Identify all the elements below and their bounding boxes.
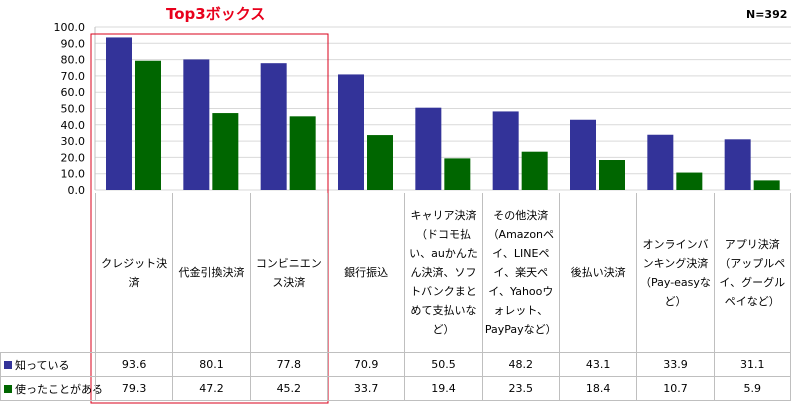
data-label: 80.1 (172, 353, 249, 376)
data-label: 10.7 (636, 377, 713, 400)
bar-aware (724, 139, 751, 190)
y-tick-label: 30.0 (61, 135, 86, 148)
y-tick-label: 80.0 (61, 54, 86, 67)
y-tick-label: 90.0 (61, 37, 86, 50)
data-label: 77.8 (249, 353, 327, 376)
data-label: 47.2 (172, 377, 249, 400)
data-label: 70.9 (326, 353, 404, 376)
legend-swatch-used (4, 384, 12, 393)
legend-label-aware: 知っている (15, 358, 70, 372)
category-row: クレジット決済 代金引換決済 コンビニエンス決済 銀行振込 キャリア決済（ドコモ払い、a… (95, 193, 791, 352)
series-row-aware: 知っている 93.6 80.1 77.8 70.9 50.5 48.2 43.1 33.9 31… (0, 352, 791, 376)
y-tick-label: 20.0 (61, 151, 86, 164)
data-label: 33.7 (326, 377, 404, 400)
data-label: 48.2 (481, 353, 559, 376)
bar-aware (415, 107, 442, 190)
bar-used (367, 135, 393, 190)
grid (94, 26, 791, 191)
highlight-box (90, 33, 329, 404)
legend-swatch-aware (4, 360, 12, 369)
category-label: アプリ決済（アップルペイ、グーグルペイなど） (713, 193, 791, 352)
bars (106, 37, 780, 191)
data-label: 50.5 (404, 353, 481, 376)
legend-aware: 知っている (0, 353, 95, 376)
data-label: 18.4 (558, 377, 636, 400)
data-label: 45.2 (249, 377, 327, 400)
category-label: 代金引換決済 (172, 193, 249, 352)
data-label: 79.3 (95, 377, 172, 400)
bar-aware (647, 134, 674, 190)
bar-aware (106, 37, 132, 190)
y-axis: 100.0 90.0 80.0 70.0 60.0 50.0 40.0 30.0 20.0 10.… (54, 21, 86, 197)
data-label: 93.6 (95, 353, 172, 376)
bar-used (212, 113, 239, 190)
series-row-used: 使ったことがある 79.3 47.2 45.2 33.7 19.4 23.5 18.4 10.… (0, 376, 791, 401)
bar-aware (492, 111, 519, 190)
data-label: 31.1 (713, 353, 791, 376)
bar-used (444, 158, 471, 190)
sample-size-label: N=392 (746, 8, 787, 21)
category-label: その他決済（Amazonペイ、LINEペイ、楽天ペイ、Yahooウォレット、Pa… (481, 193, 559, 352)
data-label: 19.4 (404, 377, 481, 400)
data-label: 33.9 (636, 353, 713, 376)
bar-used (521, 151, 548, 190)
data-label: 23.5 (481, 377, 559, 400)
category-label: 銀行振込 (326, 193, 404, 352)
highlight-title: Top3ボックス (166, 5, 265, 23)
bar-aware (260, 63, 287, 190)
category-label: 後払い決済 (558, 193, 636, 352)
y-tick-label: 70.0 (61, 70, 86, 83)
y-tick-label: 10.0 (61, 168, 86, 181)
category-label: キャリア決済（ドコモ払い、auかんたん決済、ソフトバンクまとめて支払いなど） (404, 193, 481, 352)
bar-aware (183, 59, 210, 191)
bar-used (753, 180, 780, 190)
y-tick-label: 0.0 (68, 184, 86, 197)
bar-used (135, 60, 161, 191)
legend-used: 使ったことがある (0, 377, 103, 400)
category-label: オンラインバンキング決済（Pay-easyなど） (636, 193, 713, 352)
bar-aware (570, 119, 596, 190)
bar-used (289, 116, 316, 190)
data-label: 43.1 (558, 353, 636, 376)
bar-aware (338, 74, 364, 190)
y-tick-label: 50.0 (61, 103, 86, 116)
bar-used (599, 160, 625, 190)
bar-used (676, 172, 703, 190)
y-tick-label: 60.0 (61, 86, 86, 99)
y-tick-label: 40.0 (61, 119, 86, 132)
y-tick-label: 100.0 (54, 21, 86, 34)
category-label: クレジット決済 (95, 193, 172, 352)
category-label: コンビニエンス決済 (249, 193, 327, 352)
legend-label-used: 使ったことがある (15, 382, 103, 396)
data-label: 5.9 (713, 377, 791, 400)
